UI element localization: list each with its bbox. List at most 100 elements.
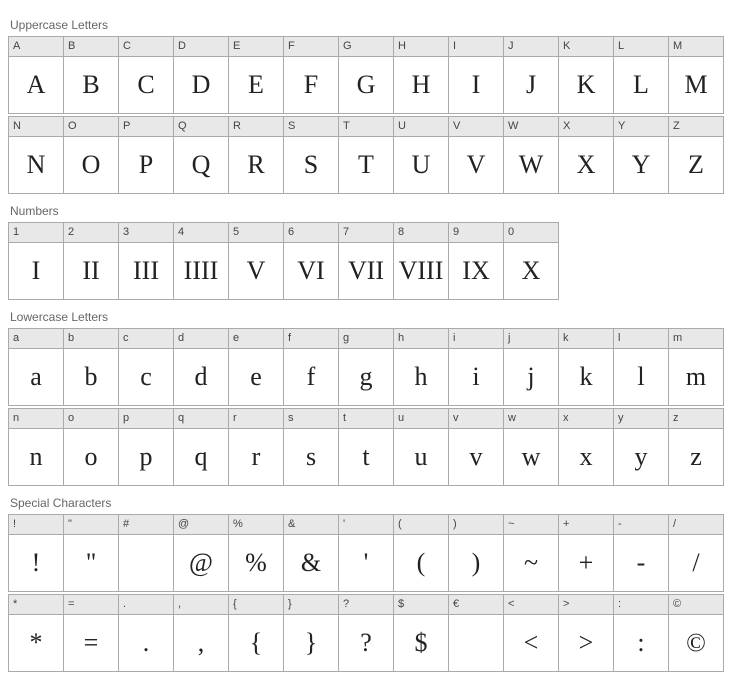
glyph-cell: EE bbox=[228, 36, 284, 114]
glyph-cell-glyph: > bbox=[559, 615, 613, 671]
glyph-cell: 1I bbox=[8, 222, 64, 300]
glyph-cell-glyph: / bbox=[669, 535, 723, 591]
glyph-cell: xx bbox=[558, 408, 614, 486]
glyph-row: aabbccddeeffgghhiijjkkllmm bbox=[8, 328, 740, 406]
glyph-cell: NN bbox=[8, 116, 64, 194]
glyph-cell: ?? bbox=[338, 594, 394, 672]
glyph-cell: {{ bbox=[228, 594, 284, 672]
glyph-cell-label: { bbox=[229, 595, 283, 615]
glyph-cell-label: z bbox=[669, 409, 723, 429]
glyph-cell: 4IIII bbox=[173, 222, 229, 300]
glyph-cell-glyph: V bbox=[449, 137, 503, 193]
glyph-cell: zz bbox=[668, 408, 724, 486]
glyph-cell: JJ bbox=[503, 36, 559, 114]
glyph-cell: %% bbox=[228, 514, 284, 592]
glyph-cell: ++ bbox=[558, 514, 614, 592]
glyph-cell-label: X bbox=[559, 117, 613, 137]
glyph-row: nnooppqqrrssttuuvvwwxxyyzz bbox=[8, 408, 740, 486]
glyph-cell: uu bbox=[393, 408, 449, 486]
glyph-cell-label: h bbox=[394, 329, 448, 349]
glyph-cell-label: o bbox=[64, 409, 118, 429]
glyph-cell-label: } bbox=[284, 595, 338, 615]
glyph-cell-glyph: & bbox=[284, 535, 338, 591]
glyph-cell: YY bbox=[613, 116, 669, 194]
glyph-cell-label: 9 bbox=[449, 223, 503, 243]
glyph-cell-label: c bbox=[119, 329, 173, 349]
glyph-cell-label: < bbox=[504, 595, 558, 615]
glyph-cell-glyph: ~ bbox=[504, 535, 558, 591]
glyph-cell: 7VII bbox=[338, 222, 394, 300]
glyph-cell-glyph: w bbox=[504, 429, 558, 485]
glyph-cell-label: f bbox=[284, 329, 338, 349]
glyph-cell-glyph: d bbox=[174, 349, 228, 405]
glyph-cell-glyph: X bbox=[504, 243, 558, 299]
glyph-cell: mm bbox=[668, 328, 724, 406]
glyph-cell-glyph: j bbox=[504, 349, 558, 405]
glyph-cell-label: n bbox=[9, 409, 63, 429]
glyph-cell-label: ' bbox=[339, 515, 393, 535]
glyph-cell: nn bbox=[8, 408, 64, 486]
glyph-cell-glyph: h bbox=[394, 349, 448, 405]
glyph-cell: << bbox=[503, 594, 559, 672]
glyph-cell: kk bbox=[558, 328, 614, 406]
glyph-cell-label: + bbox=[559, 515, 613, 535]
glyph-cell-label: ) bbox=[449, 515, 503, 535]
glyph-cell-label: A bbox=[9, 37, 63, 57]
section-title: Uppercase Letters bbox=[10, 18, 740, 32]
glyph-cell-glyph: ! bbox=[9, 535, 63, 591]
glyph-cell: ii bbox=[448, 328, 504, 406]
glyph-cell-glyph: W bbox=[504, 137, 558, 193]
glyph-cell-label: Y bbox=[614, 117, 668, 137]
glyph-cell: BB bbox=[63, 36, 119, 114]
glyph-cell-glyph: D bbox=[174, 57, 228, 113]
glyph-cell: VV bbox=[448, 116, 504, 194]
glyph-cell-label: ! bbox=[9, 515, 63, 535]
glyph-cell: -- bbox=[613, 514, 669, 592]
glyph-cell: == bbox=[63, 594, 119, 672]
glyph-cell-glyph: IX bbox=[449, 243, 503, 299]
glyph-cell-label: ? bbox=[339, 595, 393, 615]
glyph-cell-label: R bbox=[229, 117, 283, 137]
glyph-cell-glyph: n bbox=[9, 429, 63, 485]
glyph-cell-glyph: G bbox=[339, 57, 393, 113]
glyph-cell: )) bbox=[448, 514, 504, 592]
glyph-cell: 2II bbox=[63, 222, 119, 300]
glyph-cell-glyph: ? bbox=[339, 615, 393, 671]
glyph-cell-glyph: B bbox=[64, 57, 118, 113]
glyph-cell-glyph: IIII bbox=[174, 243, 228, 299]
glyph-cell-glyph: III bbox=[119, 243, 173, 299]
glyph-cell: jj bbox=[503, 328, 559, 406]
glyph-cell-glyph: VIII bbox=[394, 243, 448, 299]
glyph-cell-label: W bbox=[504, 117, 558, 137]
glyph-cell-glyph: I bbox=[449, 57, 503, 113]
glyph-cell-glyph: , bbox=[174, 615, 228, 671]
glyph-cell-glyph: J bbox=[504, 57, 558, 113]
glyph-cell-glyph: ' bbox=[339, 535, 393, 591]
glyph-cell: bb bbox=[63, 328, 119, 406]
glyph-cell-label: 2 bbox=[64, 223, 118, 243]
glyph-cell-glyph: VI bbox=[284, 243, 338, 299]
glyph-cell-label: € bbox=[449, 595, 503, 615]
glyph-cell-label: y bbox=[614, 409, 668, 429]
glyph-cell-glyph: % bbox=[229, 535, 283, 591]
glyph-cell-label: w bbox=[504, 409, 558, 429]
glyph-cell: '' bbox=[338, 514, 394, 592]
glyph-cell-label: m bbox=[669, 329, 723, 349]
glyph-cell: 6VI bbox=[283, 222, 339, 300]
glyph-cell-label: x bbox=[559, 409, 613, 429]
glyph-cell-label: V bbox=[449, 117, 503, 137]
glyph-cell-glyph: R bbox=[229, 137, 283, 193]
glyph-cell-glyph: M bbox=[669, 57, 723, 113]
glyph-cell-label: k bbox=[559, 329, 613, 349]
glyph-cell-label: S bbox=[284, 117, 338, 137]
glyph-cell: }} bbox=[283, 594, 339, 672]
glyph-cell-glyph: ( bbox=[394, 535, 448, 591]
glyph-cell-label: " bbox=[64, 515, 118, 535]
glyph-cell-glyph: = bbox=[64, 615, 118, 671]
glyph-cell-glyph: S bbox=[284, 137, 338, 193]
font-chart: Uppercase LettersAABBCCDDEEFFGGHHIIJJKKL… bbox=[8, 18, 740, 672]
glyph-cell-glyph: © bbox=[669, 615, 723, 671]
glyph-cell-glyph: E bbox=[229, 57, 283, 113]
glyph-cell-glyph: x bbox=[559, 429, 613, 485]
glyph-cell: AA bbox=[8, 36, 64, 114]
